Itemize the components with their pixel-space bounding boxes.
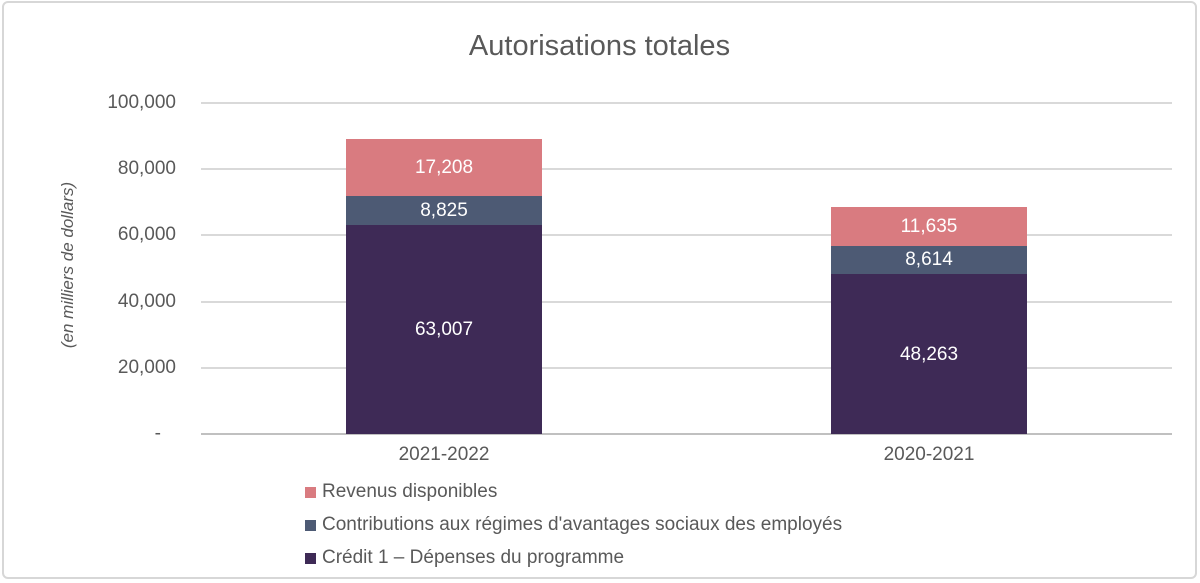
bar-value-label: 8,825 xyxy=(420,200,468,222)
legend-marker-icon xyxy=(305,552,316,564)
y-tick-label: 60,000 xyxy=(117,224,176,246)
bar-segment: 17,208 xyxy=(346,139,542,197)
bar-segment: 11,635 xyxy=(831,207,1027,246)
legend-row: Crédit 1 – Dépenses du programme xyxy=(305,547,842,569)
bar-value-label: 17,208 xyxy=(414,157,474,179)
y-tick-label: - xyxy=(154,423,161,444)
bar-value-label: 11,635 xyxy=(900,215,958,237)
y-tick-label: 20,000 xyxy=(117,356,176,378)
gridline xyxy=(201,300,1172,303)
legend-row: Contributions aux régimes d'avantages so… xyxy=(305,514,842,536)
legend-label: Contributions aux régimes d'avantages so… xyxy=(322,514,843,535)
gridline xyxy=(201,168,1172,171)
bar-segment: 63,007 xyxy=(346,225,542,434)
bar-segment: 8,614 xyxy=(831,245,1027,275)
legend: Revenus disponibles Contributions aux rég… xyxy=(305,481,842,569)
chart-title: Autorisations totales xyxy=(468,30,731,62)
y-axis-title: (en milliers de dollars) xyxy=(58,181,77,349)
legend-label: Crédit 1 – Dépenses du programme xyxy=(322,547,625,568)
legend-marker-icon xyxy=(305,519,316,531)
bar-value-label: 8,614 xyxy=(905,249,953,271)
legend-label: Revenus disponibles xyxy=(322,481,498,502)
gridline xyxy=(201,102,1172,104)
bar-value-label: 48,263 xyxy=(899,343,959,365)
y-tick-label: 40,000 xyxy=(117,290,176,312)
bar-segment: 8,825 xyxy=(346,196,542,226)
y-tick-label: 100,000 xyxy=(107,92,176,113)
x-axis-line xyxy=(201,433,1172,435)
x-axis-category-label: 2020-2021 xyxy=(883,444,975,465)
x-axis-category-label: 2021-2022 xyxy=(398,444,490,465)
bar-value-label: 63,007 xyxy=(414,319,474,341)
gridline xyxy=(201,234,1172,237)
legend-marker-icon xyxy=(305,486,316,498)
legend-row: Revenus disponibles xyxy=(305,481,842,503)
y-tick-label: 80,000 xyxy=(117,158,176,180)
bar-segment: 48,263 xyxy=(831,274,1027,434)
gridline xyxy=(201,366,1172,369)
